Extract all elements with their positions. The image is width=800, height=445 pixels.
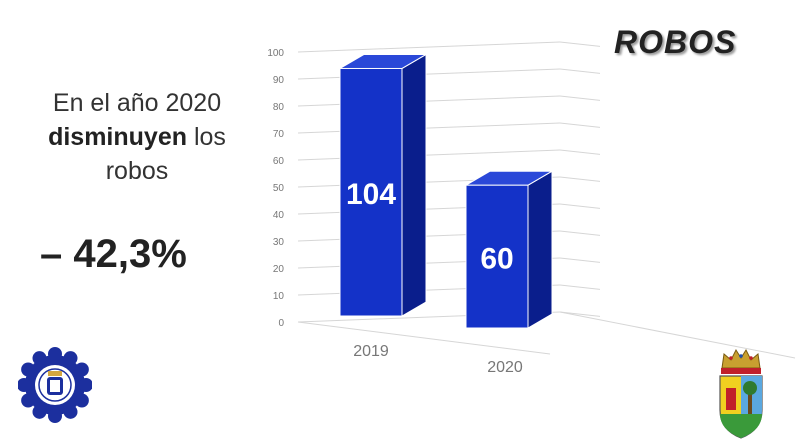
y-tick-label: 70 [273, 129, 285, 140]
gridline [297, 95, 561, 107]
y-axis-ticks: 0 10 20 30 40 50 60 70 80 90 100 [267, 48, 284, 329]
floor-line-back [559, 311, 796, 359]
police-badge-logo [18, 347, 92, 423]
badge-point [21, 362, 36, 377]
y-tick-label: 100 [267, 48, 284, 59]
gridline-back [559, 95, 601, 101]
bar-front [339, 67, 403, 317]
bar-side [527, 170, 553, 329]
municipal-coat-of-arms [719, 348, 763, 439]
badge-point [74, 393, 89, 408]
gridline-back [559, 122, 601, 128]
gridline-back [559, 149, 601, 155]
gridline-back [559, 176, 601, 182]
headline-emphasis: disminuyen [48, 123, 187, 151]
bar-data-label: 60 [480, 243, 513, 276]
gridline-back [559, 257, 601, 263]
x-category-label: 2020 [487, 359, 523, 376]
bar-chart: 0 10 20 30 40 50 60 70 80 90 100 104 60 2019 2020 [267, 41, 796, 376]
y-tick-label: 10 [273, 291, 285, 302]
gridline-back [559, 284, 601, 290]
y-tick-label: 40 [273, 210, 285, 221]
badge-point [63, 404, 78, 419]
headline-line-2: disminuyen los [22, 120, 252, 154]
gridline-back [559, 311, 601, 317]
gridline-back [559, 203, 601, 209]
headline-line-2-rest: los [187, 123, 226, 151]
x-axis-labels: 2019 2020 [353, 343, 523, 376]
headline-line-1: En el año 2020 [52, 89, 222, 117]
gridline [297, 41, 561, 53]
bar-front [465, 184, 529, 329]
gridline-back [559, 41, 601, 47]
gridline [297, 122, 561, 134]
gridline [297, 68, 561, 80]
slide-title: ROBOS [614, 24, 737, 60]
badge-point [21, 393, 36, 408]
badge-point [48, 347, 62, 361]
y-tick-label: 20 [273, 264, 285, 275]
chart-bars: 104 60 [338, 53, 554, 329]
badge-point [32, 351, 47, 366]
y-tick-label: 30 [273, 237, 285, 248]
y-tick-label: 0 [278, 318, 284, 329]
badge-point [79, 378, 92, 392]
y-tick-label: 50 [273, 183, 285, 194]
headline-line-3: robos [105, 157, 169, 185]
badge-point [32, 404, 47, 419]
gridline [297, 149, 561, 161]
x-category-label: 2019 [353, 343, 389, 360]
badge-point [48, 409, 62, 423]
bar-side [401, 53, 427, 317]
bar-data-label: 104 [346, 178, 396, 211]
y-tick-label: 80 [273, 102, 285, 113]
percent-change: – 42,3% [40, 232, 187, 276]
y-tick-label: 90 [273, 75, 285, 86]
gridline-back [559, 68, 601, 74]
badge-point [74, 362, 89, 377]
headline-text: En el año 2020 disminuyen los robos [22, 86, 252, 188]
gridline-back [559, 230, 601, 236]
badge-point [18, 378, 31, 392]
floor-line [297, 321, 551, 355]
y-tick-label: 60 [273, 156, 285, 167]
badge-point [63, 351, 78, 366]
